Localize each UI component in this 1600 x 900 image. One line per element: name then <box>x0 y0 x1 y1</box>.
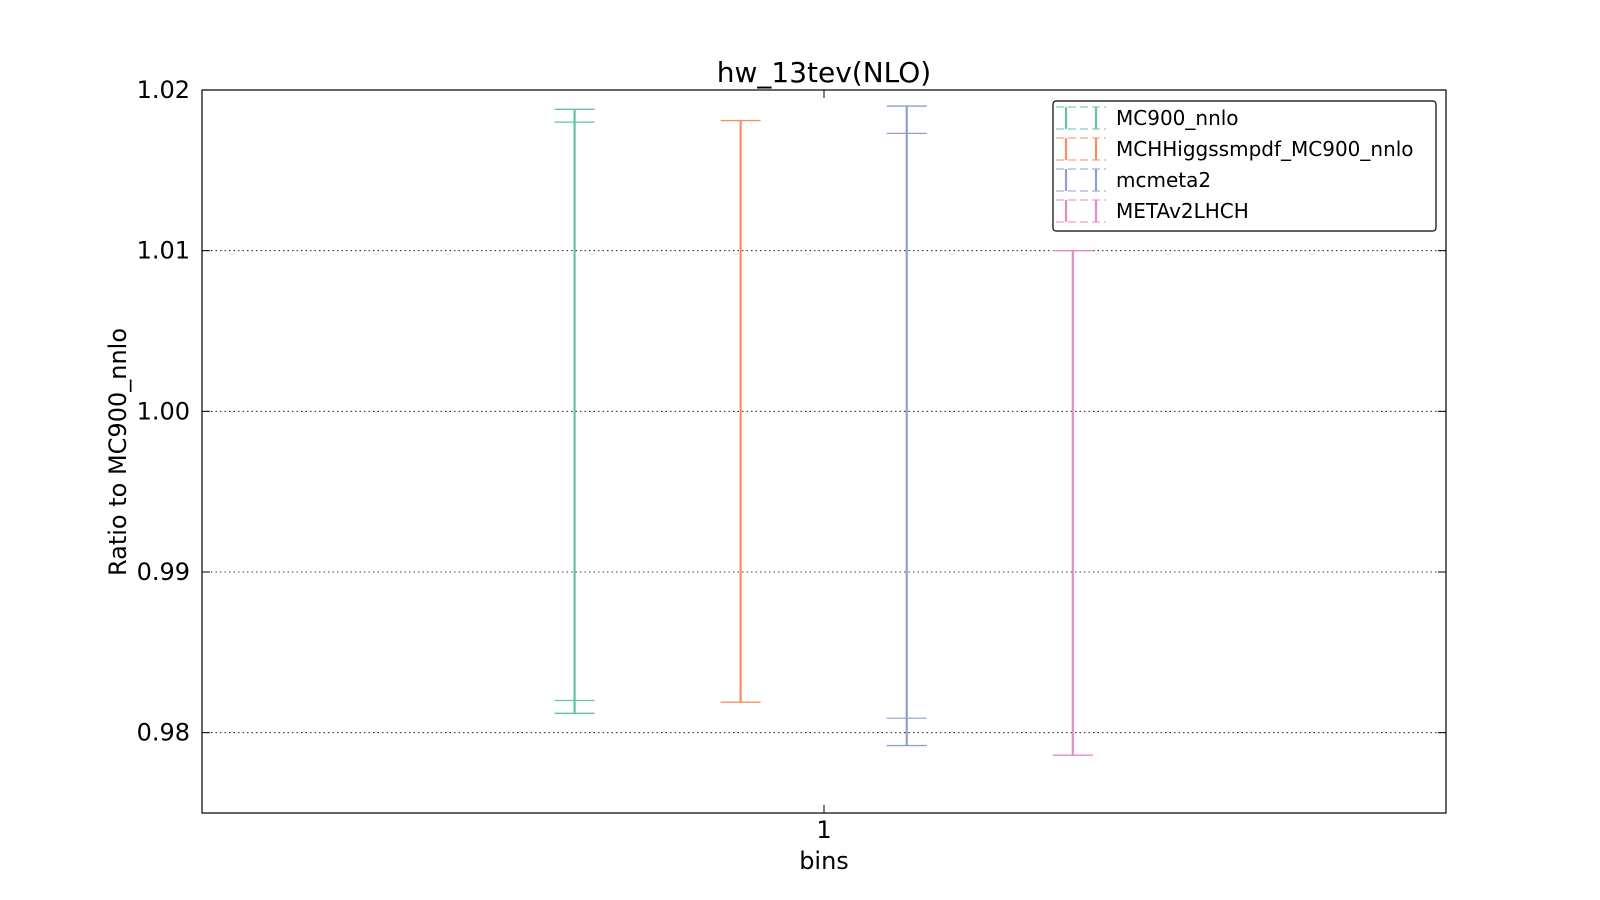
error-bar-3 <box>1052 249 1093 756</box>
error-bars <box>554 105 1093 756</box>
legend-box <box>1052 100 1437 232</box>
legend-label: MC900_nnlo <box>1116 106 1239 130</box>
legend-label: METAv2LHCH <box>1116 199 1249 223</box>
error-bar-0 <box>554 108 595 715</box>
y-tick-label: 1.00 <box>137 397 190 425</box>
legend-item-3: METAv2LHCH <box>1056 199 1249 223</box>
legend-items: MC900_nnlo MCHHiggssmpdf_MC900_nnlomcmeta… <box>1056 106 1414 223</box>
y-tick-label: 1.02 <box>137 76 190 104</box>
chart-title: hw_13tev(NLO) <box>717 56 931 89</box>
y-axis-label: Ratio to MC900_nnlo <box>104 328 132 576</box>
y-tick-label: 1.01 <box>137 237 190 265</box>
legend-item-0: MC900_nnlo <box>1056 106 1239 130</box>
y-tick-label: 0.99 <box>137 558 190 586</box>
legend-label: mcmeta2 <box>1116 168 1211 192</box>
axis-ticks: 0.98 0.99 1.00 1.01 1.02 1 <box>137 76 1446 844</box>
error-bar-1 <box>720 119 761 703</box>
y-tick-label: 0.98 <box>137 719 190 747</box>
legend: MC900_nnlo MCHHiggssmpdf_MC900_nnlomcmeta… <box>1052 100 1437 232</box>
legend-item-2: mcmeta2 <box>1056 168 1211 192</box>
legend-item-1: MCHHiggssmpdf_MC900_nnlo <box>1056 137 1414 161</box>
x-tick-label: 1 <box>816 816 831 844</box>
x-axis-label: bins <box>799 847 849 875</box>
legend-label: MCHHiggssmpdf_MC900_nnlo <box>1116 137 1414 161</box>
error-bar-2 <box>886 105 927 747</box>
